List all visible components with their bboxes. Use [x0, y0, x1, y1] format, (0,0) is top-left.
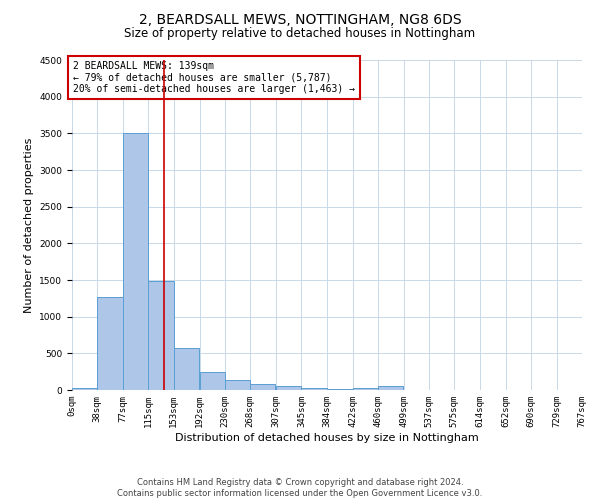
- Bar: [301, 388, 326, 390]
- Bar: [328, 388, 353, 390]
- Bar: [72, 388, 97, 390]
- Bar: [123, 134, 148, 390]
- Text: 2 BEARDSALL MEWS: 139sqm
← 79% of detached houses are smaller (5,787)
20% of sem: 2 BEARDSALL MEWS: 139sqm ← 79% of detach…: [73, 60, 355, 94]
- Text: 2, BEARDSALL MEWS, NOTTINGHAM, NG8 6DS: 2, BEARDSALL MEWS, NOTTINGHAM, NG8 6DS: [139, 12, 461, 26]
- Bar: [378, 386, 403, 390]
- Bar: [200, 372, 225, 390]
- Bar: [353, 388, 378, 390]
- Bar: [148, 282, 174, 390]
- Bar: [225, 380, 250, 390]
- X-axis label: Distribution of detached houses by size in Nottingham: Distribution of detached houses by size …: [175, 432, 479, 442]
- Text: Contains HM Land Registry data © Crown copyright and database right 2024.
Contai: Contains HM Land Registry data © Crown c…: [118, 478, 482, 498]
- Bar: [97, 297, 122, 390]
- Y-axis label: Number of detached properties: Number of detached properties: [24, 138, 34, 312]
- Text: Size of property relative to detached houses in Nottingham: Size of property relative to detached ho…: [124, 28, 476, 40]
- Bar: [276, 386, 301, 390]
- Bar: [174, 348, 199, 390]
- Bar: [250, 384, 275, 390]
